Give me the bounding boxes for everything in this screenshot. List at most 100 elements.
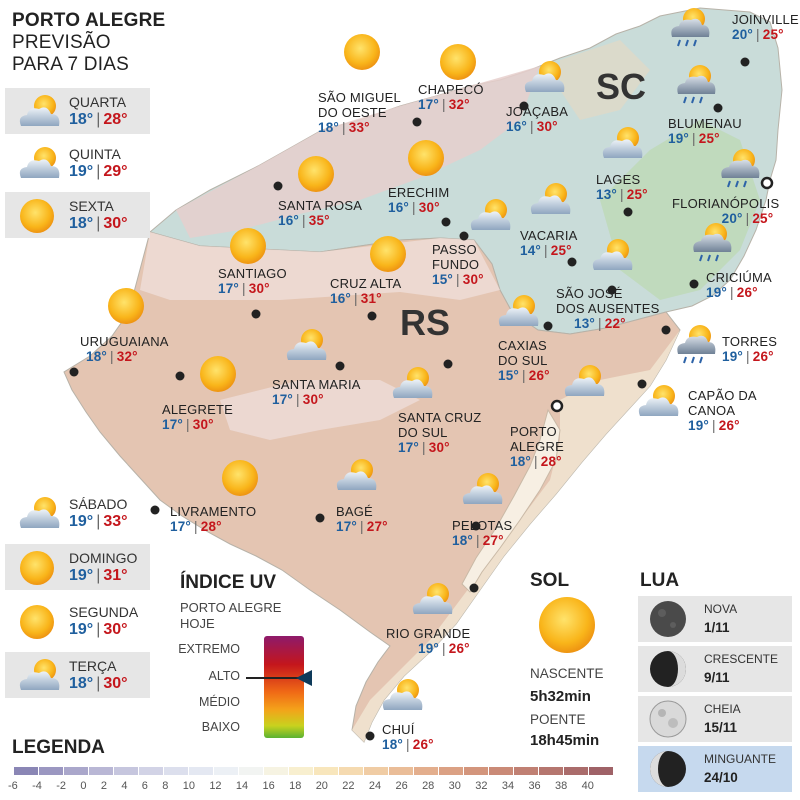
temp-min: 18° [69, 675, 94, 692]
header-subtitle-1: PREVISÃO [12, 32, 111, 53]
temp-max: 30° [302, 392, 324, 407]
city-name: SÃO MIGUEL [318, 90, 401, 105]
legend-value: -2 [56, 780, 67, 792]
legend-value: 26 [395, 780, 408, 792]
city-name: CRUZ ALTA [330, 276, 402, 291]
temp-min: 15° [498, 368, 520, 383]
header-subtitle-2: PARA 7 DIAS [12, 54, 129, 75]
temp-min: 13° [574, 316, 596, 331]
temp-max: 35° [308, 213, 330, 228]
legend-value: 28 [422, 780, 435, 792]
temp-min: 17° [418, 97, 440, 112]
city-label: LAGES 13° | 25° [596, 172, 648, 202]
legend-swatch [364, 767, 389, 775]
temp-max: 27° [366, 519, 388, 534]
legend-swatch [189, 767, 214, 775]
legend-value: 12 [209, 780, 222, 792]
sun-icon [200, 356, 236, 392]
legend-value: 6 [141, 780, 148, 792]
uv-level-baixo: BAIXO [201, 720, 240, 734]
city-name: CHUÍ [382, 722, 415, 737]
city-name: TORRES [722, 334, 778, 349]
legend-value: 16 [262, 780, 275, 792]
temp-min: 15° [432, 272, 454, 287]
legend-value: 18 [289, 780, 302, 792]
marker-passo-fundo [459, 231, 469, 241]
legend-swatch [439, 767, 464, 775]
temp-min: 19° [69, 163, 94, 180]
forecast-temps: 18° | 30° [69, 675, 128, 692]
partly-cloudy-icon [638, 385, 679, 416]
rs-coast [352, 330, 680, 742]
partly-cloudy-icon [392, 367, 433, 398]
city-label: JOAÇABA 16° | 30° [506, 104, 569, 134]
sun-icon [298, 156, 334, 192]
sun-icon [370, 236, 406, 272]
temp-max: 26° [752, 349, 774, 364]
city-label: FLORIANÓPOLIS 20° | 25° [672, 196, 780, 226]
legend-swatch [114, 767, 139, 775]
city-label: CHUÍ 18° | 26° [382, 722, 434, 752]
temp-min: 17° [336, 519, 358, 534]
moon-phase-name: CHEIA [704, 702, 741, 716]
temp-max: 28° [103, 111, 128, 128]
marker-joinville [740, 57, 750, 67]
moon-phase: NOVA 1/11 [638, 596, 792, 642]
city-name: SANTA CRUZ [398, 410, 482, 425]
temp-max: 25° [550, 243, 572, 258]
city-name: SÃO JOSÉ [556, 286, 623, 301]
sun-icon [408, 140, 444, 176]
moon-phase-name: CRESCENTE [704, 652, 779, 666]
temp-max: 22° [604, 316, 626, 331]
marker-joacaba [519, 101, 529, 111]
city-label: CRICIÚMA 19° | 26° [706, 270, 772, 300]
city-name: ERECHIM [388, 185, 450, 200]
forecast-day: QUINTA 19° | 29° [5, 140, 150, 186]
city-name: PASSO [432, 242, 477, 257]
partly-cloudy-icon [19, 147, 60, 178]
city-label: PELOTAS 18° | 27° [452, 518, 513, 548]
legend-value: 38 [555, 780, 568, 792]
forecast-temps: 18° | 30° [69, 215, 128, 232]
temp-min: 19° [722, 349, 744, 364]
sun-icon [222, 460, 258, 496]
legend-value: 14 [235, 780, 249, 792]
temp-min: 19° [688, 418, 710, 433]
sun-icon [20, 551, 54, 585]
temp-min: 18° [86, 349, 108, 364]
city-name-line2: ALEGRE [510, 439, 564, 454]
city-name: LIVRAMENTO [170, 504, 257, 519]
temp-min: 16° [388, 200, 410, 215]
city-name: BLUMENAU [668, 116, 742, 131]
city-label: CHAPECÓ 17° | 32° [418, 82, 484, 112]
uv-day: HOJE [180, 616, 215, 631]
temp-min: 18° [318, 120, 340, 135]
city-name-line2: DOS AUSENTES [556, 301, 660, 316]
storm-rain-icon [677, 65, 716, 104]
city-label: URUGUAIANA 18° | 32° [80, 334, 169, 364]
forecast-temps: 19° | 31° [69, 567, 128, 584]
temp-max: 30° [103, 215, 128, 232]
temp-max: 26° [736, 285, 758, 300]
legend-value: 2 [100, 780, 107, 792]
city-markers [69, 57, 750, 741]
temp-max: 26° [718, 418, 740, 433]
marker-santa-maria [335, 361, 345, 371]
city-label: TORRES 19° | 26° [722, 334, 778, 364]
temp-min: 16° [506, 119, 528, 134]
city-label: JOINVILLE 20° | 25° [732, 12, 799, 42]
legend-swatch [464, 767, 489, 775]
forecast-day-name: TERÇA [69, 658, 117, 674]
marker-santa-rosa [273, 181, 283, 191]
temp-min: 18° [510, 454, 532, 469]
marker-sao-jose-ausentes [607, 285, 617, 295]
forecast-day: SEXTA 18° | 30° [5, 192, 150, 238]
legend-value: -4 [32, 780, 42, 792]
uv-level-extremo: EXTREMO [178, 642, 240, 656]
moon-phase-date: 9/11 [704, 670, 730, 685]
city-label: VACARIA 14° | 25° [520, 228, 578, 258]
temp-max: 30° [103, 621, 128, 638]
city-label: BLUMENAU 19° | 25° [668, 116, 742, 146]
sun-icon [108, 288, 144, 324]
temp-min: 14° [520, 243, 542, 258]
